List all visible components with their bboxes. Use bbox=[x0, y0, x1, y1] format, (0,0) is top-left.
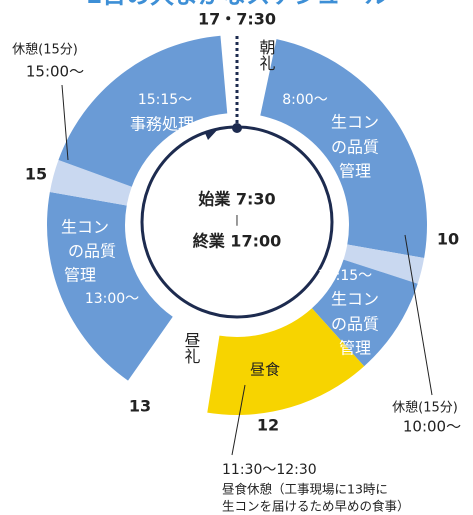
break-time: 10:00〜 bbox=[403, 418, 461, 436]
note: 11:30〜12:30 bbox=[222, 462, 317, 478]
leader bbox=[404, 234, 433, 396]
time: 10:15〜 bbox=[318, 268, 372, 284]
label: 生コン bbox=[61, 218, 109, 237]
hour: 13 bbox=[129, 397, 151, 416]
lunch: 昼食 bbox=[250, 361, 280, 379]
ring-segment bbox=[207, 308, 365, 415]
leader bbox=[61, 84, 69, 161]
ring-segment bbox=[260, 39, 428, 258]
label: 管理 bbox=[339, 162, 371, 181]
hour: 10 bbox=[437, 230, 459, 249]
label: 生コン bbox=[331, 113, 379, 132]
ring-segment bbox=[49, 160, 132, 206]
ring-segment bbox=[311, 259, 418, 367]
label: の品質 bbox=[68, 242, 116, 261]
ring-segment bbox=[58, 35, 228, 187]
label: 管理 bbox=[64, 266, 96, 285]
label: 事務処理 bbox=[130, 115, 194, 134]
break-time: 15:00〜 bbox=[26, 63, 84, 81]
leader bbox=[231, 384, 246, 456]
break-label: 休憩(15分) bbox=[392, 400, 458, 416]
center-start: 始業 7:30 bbox=[198, 190, 275, 209]
time: 13:00〜 bbox=[85, 291, 139, 307]
top-time: 17・7:30 bbox=[198, 10, 276, 29]
note: 昼食休憩（工事現場に13時に bbox=[222, 482, 388, 497]
center-sep: | bbox=[235, 213, 239, 226]
time: 15:15〜 bbox=[138, 92, 192, 108]
time: 8:00〜 bbox=[282, 92, 327, 108]
arrow bbox=[205, 127, 220, 140]
label: 管理 bbox=[339, 339, 371, 358]
break-label: 休憩(15分) bbox=[12, 42, 78, 58]
label: 生コン bbox=[331, 290, 379, 309]
label: の品質 bbox=[331, 315, 379, 334]
ring bbox=[47, 35, 428, 415]
hour: 15 bbox=[25, 165, 47, 184]
label: の品質 bbox=[331, 138, 379, 157]
note: 生コンを届けるため早めの食事） bbox=[222, 499, 410, 514]
ring-segment bbox=[343, 244, 425, 284]
morning-meeting: 朝礼 bbox=[257, 39, 276, 71]
hour: 12 bbox=[257, 416, 279, 435]
dot bbox=[232, 123, 242, 133]
noon-meeting: 昼礼 bbox=[182, 332, 201, 364]
title: 1日の大まかなスケジュール bbox=[85, 0, 388, 9]
center-end: 終業 17:00 bbox=[193, 232, 282, 251]
ring-segment bbox=[47, 192, 173, 381]
